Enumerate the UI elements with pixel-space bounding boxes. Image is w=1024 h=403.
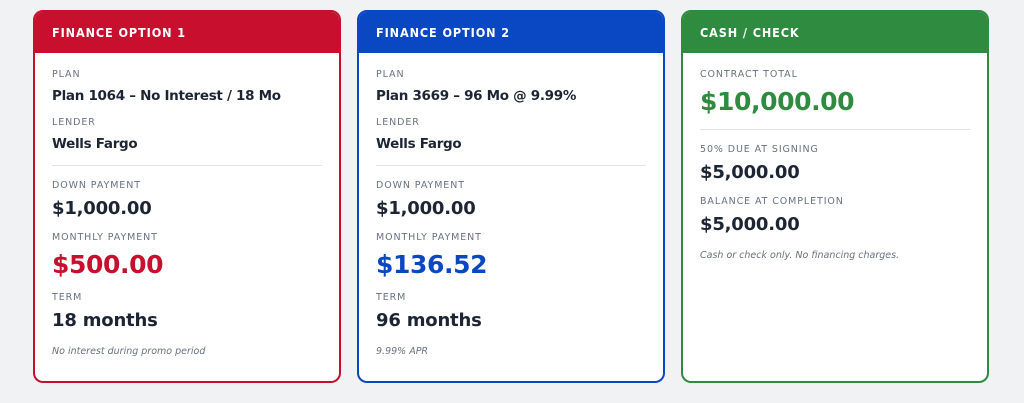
plan-value: Plan 1064 – No Interest / 18 Mo xyxy=(52,88,281,104)
card-note: No interest during promo period xyxy=(52,346,206,357)
plan-label: PLAN xyxy=(52,69,81,80)
plan-label: PLAN xyxy=(376,69,405,80)
card-note: Cash or check only. No financing charges… xyxy=(700,250,900,261)
monthly-payment-value: $136.52 xyxy=(376,250,488,279)
card-note: 9.99% APR xyxy=(376,346,429,357)
balance-at-completion-value: $5,000.00 xyxy=(700,214,800,235)
balance-at-completion-label: BALANCE AT COMPLETION xyxy=(700,196,844,207)
card-body: CONTRACT TOTAL $10,000.00 50% DUE AT SIG… xyxy=(683,53,987,261)
monthly-payment-value: $500.00 xyxy=(52,250,164,279)
divider xyxy=(376,165,646,166)
contract-total-value: $10,000.00 xyxy=(700,87,855,116)
card-body: PLAN Plan 1064 – No Interest / 18 Mo LEN… xyxy=(35,53,339,357)
card-header: FINANCE OPTION 1 xyxy=(35,12,339,53)
finance-option-1-card: FINANCE OPTION 1 PLAN Plan 1064 – No Int… xyxy=(33,10,341,383)
due-at-signing-label: 50% DUE AT SIGNING xyxy=(700,144,819,155)
lender-label: LENDER xyxy=(376,117,420,128)
monthly-payment-label: MONTHLY PAYMENT xyxy=(376,232,482,243)
card-header: CASH / CHECK xyxy=(683,12,987,53)
finance-option-2-card: FINANCE OPTION 2 PLAN Plan 3669 – 96 Mo … xyxy=(357,10,665,383)
down-payment-value: $1,000.00 xyxy=(376,198,476,219)
cash-check-card: CASH / CHECK CONTRACT TOTAL $10,000.00 5… xyxy=(681,10,989,383)
payment-options: FINANCE OPTION 1 PLAN Plan 1064 – No Int… xyxy=(33,10,989,383)
card-header: FINANCE OPTION 2 xyxy=(359,12,663,53)
down-payment-value: $1,000.00 xyxy=(52,198,152,219)
term-value: 18 months xyxy=(52,310,158,331)
divider xyxy=(52,165,322,166)
plan-value: Plan 3669 – 96 Mo @ 9.99% xyxy=(376,88,577,104)
down-payment-label: DOWN PAYMENT xyxy=(52,180,141,191)
term-value: 96 months xyxy=(376,310,482,331)
card-body: PLAN Plan 3669 – 96 Mo @ 9.99% LENDER We… xyxy=(359,53,663,357)
lender-value: Wells Fargo xyxy=(52,136,138,152)
contract-total-label: CONTRACT TOTAL xyxy=(700,69,798,80)
due-at-signing-value: $5,000.00 xyxy=(700,162,800,183)
down-payment-label: DOWN PAYMENT xyxy=(376,180,465,191)
term-label: TERM xyxy=(376,292,407,303)
divider xyxy=(700,129,970,130)
term-label: TERM xyxy=(52,292,83,303)
monthly-payment-label: MONTHLY PAYMENT xyxy=(52,232,158,243)
lender-value: Wells Fargo xyxy=(376,136,462,152)
lender-label: LENDER xyxy=(52,117,96,128)
